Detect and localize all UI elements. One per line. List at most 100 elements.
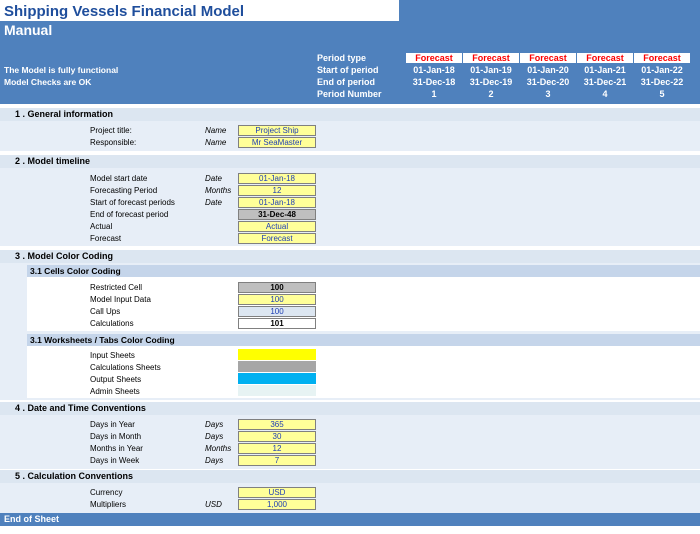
calculations-sheets-label: Calculations Sheets	[90, 363, 161, 372]
forecasting-period-unit: Months	[205, 186, 232, 195]
status-line-checks: Model Checks are OK	[4, 77, 92, 87]
period-type: Forecast	[520, 53, 576, 63]
period-end: 31-Dec-19	[469, 77, 513, 87]
forecasting-period-input[interactable]: 12	[238, 185, 316, 196]
section-color-header	[0, 250, 700, 263]
title-cell	[0, 0, 399, 21]
model-input-sample[interactable]: 100	[238, 294, 316, 305]
responsible-input[interactable]: Mr SeaMaster	[238, 137, 316, 148]
days-in-week-label: Days in Week	[90, 456, 140, 465]
days-in-year-input[interactable]: 365	[238, 419, 316, 430]
restricted-cell-sample: 100	[238, 282, 316, 293]
output-sheets-swatch	[238, 373, 316, 384]
months-in-year-input[interactable]: 12	[238, 443, 316, 454]
subsection-sheets-header	[27, 334, 700, 346]
days-in-year-label: Days in Year	[90, 420, 135, 429]
actual-input[interactable]: Actual	[238, 221, 316, 232]
section-timeline-body	[0, 168, 700, 246]
subsection-cells-header	[27, 265, 700, 277]
project-title-label: Project title:	[90, 126, 132, 135]
period-start: 01-Jan-22	[641, 65, 683, 75]
period-end: 31-Dec-22	[640, 77, 684, 87]
subsection-sheets-title: 3.1 Worksheets / Tabs Color Coding	[30, 335, 175, 345]
days-in-week-unit: Days	[205, 456, 224, 465]
subsection-sheets-body	[27, 346, 700, 398]
currency-label: Currency	[90, 488, 123, 497]
start-forecast-unit: Date	[205, 198, 222, 207]
period-number: 3	[545, 89, 551, 99]
section-datetime-title: 4 . Date and Time Conventions	[15, 403, 146, 413]
period-end: 31-Dec-18	[412, 77, 456, 87]
actual-label: Actual	[90, 222, 113, 231]
section-timeline-title: 2 . Model timeline	[15, 156, 91, 166]
start-forecast-input[interactable]: 01-Jan-18	[238, 197, 316, 208]
currency-input[interactable]: USD	[238, 487, 316, 498]
section-calc-header	[0, 470, 700, 483]
days-in-month-input[interactable]: 30	[238, 431, 316, 442]
days-in-week-input[interactable]: 7	[238, 455, 316, 466]
page-subtitle: Manual	[4, 22, 53, 38]
page-title: Shipping Vessels Financial Model	[4, 3, 245, 20]
period-number: 1	[431, 89, 437, 99]
call-ups-label: Call Ups	[90, 307, 121, 316]
model-start-date-input[interactable]: 01-Jan-18	[238, 173, 316, 184]
responsible-label: Responsible:	[90, 138, 137, 147]
call-ups-sample: 100	[238, 306, 316, 317]
section-general-body	[0, 121, 700, 151]
status-line-functional: The Model is fully functional	[4, 65, 119, 75]
end-forecast-cell: 31-Dec-48	[238, 209, 316, 220]
section-color-title: 3 . Model Color Coding	[15, 251, 113, 261]
input-sheets-swatch	[238, 349, 316, 360]
period-end: 31-Dec-20	[526, 77, 570, 87]
period-type-label: Period type	[317, 53, 367, 63]
calculations-sheets-swatch	[238, 361, 316, 372]
period-number-label: Period Number	[317, 89, 382, 99]
start-of-period-label: Start of period	[317, 65, 379, 75]
period-start: 01-Jan-19	[470, 65, 512, 75]
section-general-header	[0, 108, 700, 121]
calculations-label: Calculations	[90, 319, 134, 328]
admin-sheets-swatch	[238, 385, 316, 396]
start-forecast-label: Start of forecast periods	[90, 198, 175, 207]
output-sheets-label: Output Sheets	[90, 375, 142, 384]
multipliers-input[interactable]: 1,000	[238, 499, 316, 510]
model-start-date-unit: Date	[205, 174, 222, 183]
forecast-label: Forecast	[90, 234, 122, 243]
period-type: Forecast	[406, 53, 462, 63]
end-forecast-label: End of forecast period	[90, 210, 169, 219]
period-number: 2	[488, 89, 494, 99]
responsible-unit: Name	[205, 138, 227, 147]
period-start: 01-Jan-20	[527, 65, 569, 75]
subsection-cells-body	[27, 277, 700, 331]
months-in-year-unit: Months	[205, 444, 232, 453]
period-type: Forecast	[463, 53, 519, 63]
subsection-cells-title: 3.1 Cells Color Coding	[30, 266, 121, 276]
footer-band	[0, 513, 700, 526]
forecasting-period-label: Forecasting Period	[90, 186, 158, 195]
calculations-sample: 101	[238, 318, 316, 329]
input-sheets-label: Input Sheets	[90, 351, 135, 360]
period-number: 5	[659, 89, 665, 99]
multipliers-label: Multipliers	[90, 500, 127, 509]
end-of-sheet-label: End of Sheet	[4, 514, 60, 524]
restricted-cell-label: Restricted Cell	[90, 283, 143, 292]
admin-sheets-label: Admin Sheets	[90, 387, 140, 396]
days-in-month-unit: Days	[205, 432, 224, 441]
period-start: 01-Jan-18	[413, 65, 455, 75]
days-in-year-unit: Days	[205, 420, 224, 429]
end-of-period-label: End of period	[317, 77, 375, 87]
multipliers-unit: USD	[205, 500, 222, 509]
section-calc-title: 5 . Calculation Conventions	[15, 471, 134, 481]
period-end: 31-Dec-21	[583, 77, 627, 87]
model-start-date-label: Model start date	[90, 174, 148, 183]
section-timeline-header	[0, 155, 700, 168]
section-datetime-header	[0, 402, 700, 415]
period-number: 4	[602, 89, 608, 99]
project-title-unit: Name	[205, 126, 227, 135]
project-title-input[interactable]: Project Ship	[238, 125, 316, 136]
forecast-input[interactable]: Forecast	[238, 233, 316, 244]
period-type: Forecast	[577, 53, 633, 63]
months-in-year-label: Months in Year	[90, 444, 143, 453]
period-type: Forecast	[634, 53, 690, 63]
section-calc-body	[0, 483, 700, 513]
